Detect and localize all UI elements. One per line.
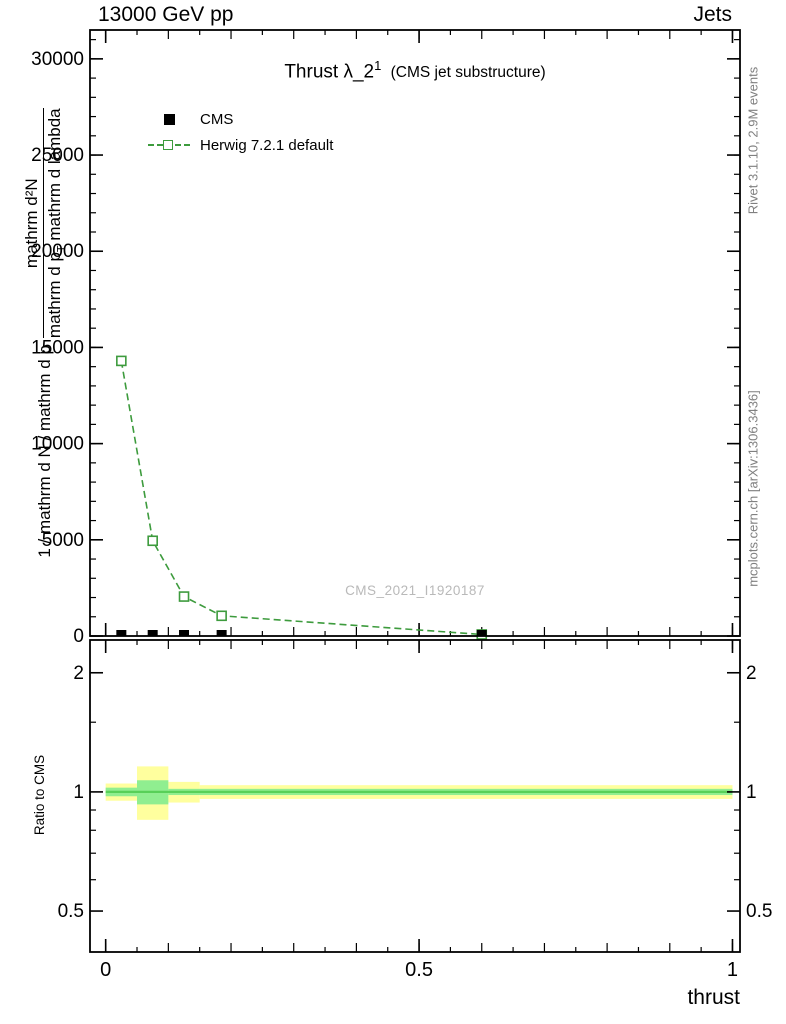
ratio-y-tick-label-left: 1 [73, 782, 84, 803]
ratio-y-tick-label-right: 1 [746, 782, 757, 803]
herwig-data-point [147, 535, 158, 547]
cms-data-point [476, 630, 487, 636]
main-y-tick-label: 15000 [31, 337, 84, 358]
legend-label-herwig: Herwig 7.2.1 default [200, 136, 334, 154]
plot-title-main: Thrust λ_2 [284, 61, 375, 83]
ratio-y-tick-label-right: 0.5 [746, 901, 772, 922]
cms-data-point [147, 630, 158, 636]
legend: CMS Herwig 7.2.1 default [146, 106, 333, 158]
legend-item-cms: CMS [146, 106, 333, 132]
ratio-panel-frame [89, 639, 741, 953]
plot-title-superscript: 1 [374, 58, 382, 73]
herwig-dashed-square-icon [146, 139, 192, 151]
y-axis-label-numerator: mathrm d²N [22, 178, 42, 269]
herwig-data-point [116, 355, 127, 367]
cms-filled-square-icon [163, 113, 175, 125]
beam-energy-label: 13000 GeV pp [98, 3, 234, 26]
fraction-bar [42, 108, 44, 339]
main-y-axis-label: 1 / mathrm d N / mathrm d p mathrm d²N m… [21, 73, 69, 593]
herwig-data-point [178, 591, 190, 602]
plot-title-suffix: (CMS jet substructure) [390, 64, 546, 82]
legend-label-cms: CMS [200, 110, 234, 128]
x-tick-label: 0.5 [405, 959, 433, 981]
main-y-tick-label: 0 [73, 626, 84, 647]
y-axis-label-prefix: 1 / mathrm d N / mathrm d p [35, 345, 54, 558]
y-axis-label-fraction: mathrm d²N mathrm d pT mathrm d lambda [22, 108, 68, 339]
ratio-y-tick-label-right: 2 [746, 663, 757, 684]
main-y-tick-label: 5000 [42, 530, 84, 551]
ratio-y-axis-label: Ratio to CMS [32, 754, 47, 836]
y-axis-label-denominator: mathrm d pT mathrm d lambda [44, 108, 68, 339]
main-panel-frame [89, 29, 741, 637]
header: 13000 GeV pp Jets [90, 3, 740, 27]
analysis-type-label: Jets [693, 3, 732, 26]
x-tick-label: 1 [727, 959, 738, 981]
x-axis-label: thrust [687, 986, 740, 1009]
main-y-tick-label: 25000 [31, 145, 84, 166]
legend-item-herwig: Herwig 7.2.1 default [146, 132, 333, 158]
plot-title: Thrust λ_21 (CMS jet substructure) [90, 58, 740, 83]
main-y-tick-label: 10000 [31, 434, 84, 455]
ratio-y-tick-label-left: 0.5 [58, 901, 84, 922]
cms-data-point [116, 630, 127, 636]
herwig-data-point [216, 610, 227, 622]
main-y-tick-label: 30000 [31, 49, 84, 70]
x-tick-label: 0 [100, 959, 111, 981]
analysis-id-watermark: CMS_2021_I1920187 [345, 583, 485, 598]
main-y-tick-label: 20000 [31, 241, 84, 262]
mcplots-arxiv-note: mcplots.cern.ch [arXiv:1306.3436] [745, 390, 761, 587]
ratio-y-tick-label-left: 2 [73, 663, 84, 684]
cms-data-point [179, 630, 190, 636]
rivet-version-note: Rivet 3.1.10, 2.9M events [745, 66, 761, 215]
cms-data-point [216, 630, 227, 636]
